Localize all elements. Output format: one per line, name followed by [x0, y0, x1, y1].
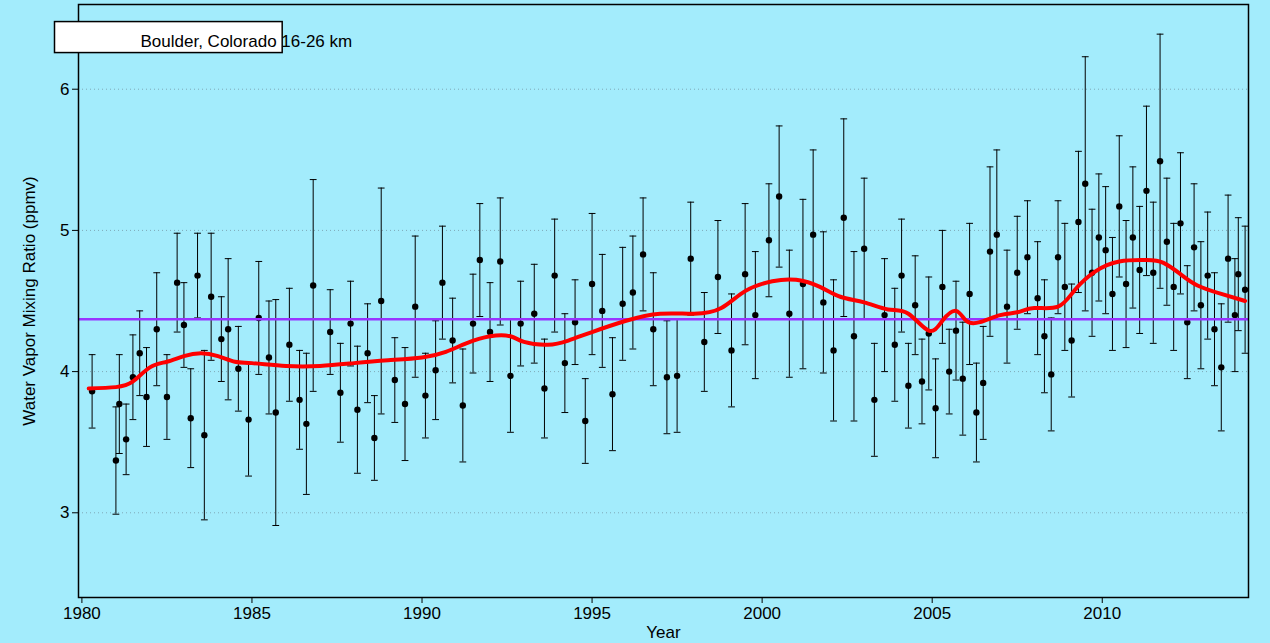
svg-text:5: 5: [60, 221, 69, 240]
svg-text:Boulder, Colorado 16-26 km: Boulder, Colorado 16-26 km: [141, 32, 353, 51]
svg-text:1990: 1990: [403, 604, 441, 623]
svg-text:1980: 1980: [63, 604, 101, 623]
svg-text:Water Vapor Mixing Ratio (ppmv: Water Vapor Mixing Ratio (ppmv): [20, 176, 39, 425]
svg-text:1985: 1985: [233, 604, 271, 623]
svg-text:1995: 1995: [573, 604, 611, 623]
svg-text:4: 4: [60, 362, 69, 381]
svg-text:Year: Year: [646, 623, 681, 642]
svg-text:6: 6: [60, 80, 69, 99]
svg-text:2005: 2005: [913, 604, 951, 623]
svg-text:3: 3: [60, 503, 69, 522]
svg-text:2010: 2010: [1083, 604, 1121, 623]
svg-text:2000: 2000: [743, 604, 781, 623]
